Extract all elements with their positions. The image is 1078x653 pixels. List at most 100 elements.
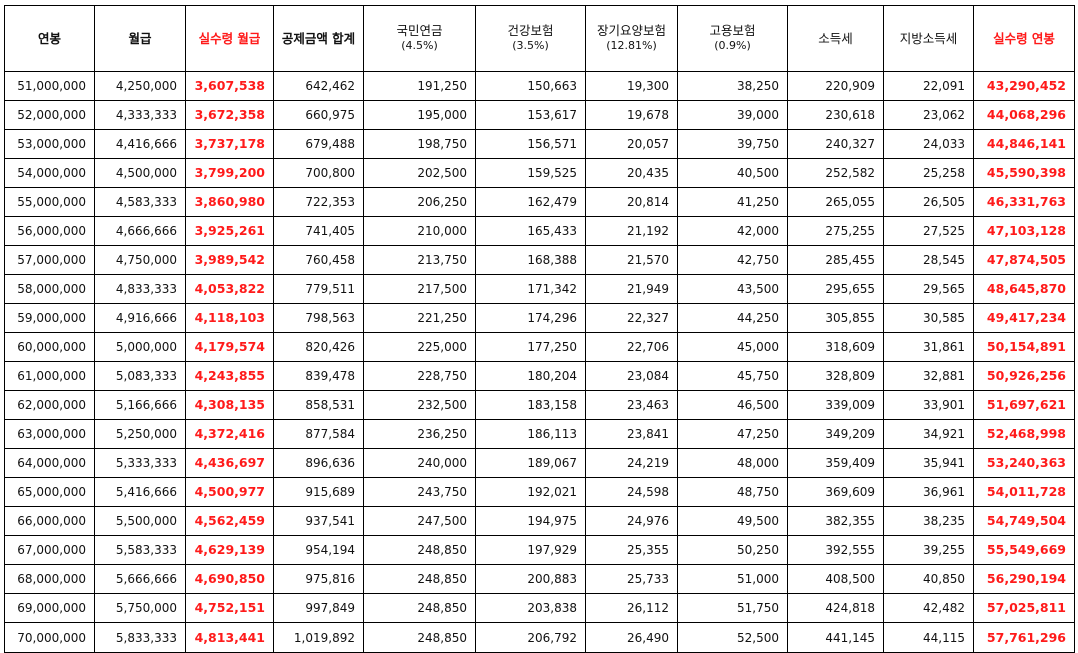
table-cell: 3,799,200 xyxy=(185,158,274,188)
table-cell: 4,690,850 xyxy=(185,564,274,594)
table-cell: 200,883 xyxy=(475,564,586,594)
table-cell: 25,258 xyxy=(883,158,974,188)
table-row: 65,000,000 5,416,666 4,500,977 915,689 243,7… xyxy=(4,477,1075,507)
table-cell: 4,179,574 xyxy=(185,332,274,362)
table-cell: 52,000,000 xyxy=(4,100,95,130)
column-header-label: 실수령 월급 xyxy=(198,30,261,46)
table-cell: 198,750 xyxy=(363,129,476,159)
table-cell: 236,250 xyxy=(363,419,476,449)
table-cell: 31,861 xyxy=(883,332,974,362)
table-cell: 349,209 xyxy=(787,419,884,449)
table-cell: 20,435 xyxy=(585,158,678,188)
table-cell: 27,525 xyxy=(883,216,974,246)
table-cell: 63,000,000 xyxy=(4,419,95,449)
table-cell: 49,417,234 xyxy=(973,303,1075,333)
table-cell: 180,204 xyxy=(475,361,586,391)
table-cell: 4,333,333 xyxy=(94,100,186,130)
table-cell: 722,353 xyxy=(273,187,364,217)
table-cell: 150,663 xyxy=(475,71,586,101)
table-cell: 23,463 xyxy=(585,390,678,420)
table-cell: 32,881 xyxy=(883,361,974,391)
table-cell: 5,416,666 xyxy=(94,477,186,507)
table-cell: 46,331,763 xyxy=(973,187,1075,217)
table-cell: 252,582 xyxy=(787,158,884,188)
table-cell: 25,355 xyxy=(585,535,678,565)
table-cell: 221,250 xyxy=(363,303,476,333)
table-cell: 61,000,000 xyxy=(4,361,95,391)
column-header-label: 소득세 xyxy=(818,30,853,46)
table-cell: 191,250 xyxy=(363,71,476,101)
column-header: 소득세 xyxy=(787,5,884,72)
table-cell: 975,816 xyxy=(273,564,364,594)
table-cell: 51,000 xyxy=(677,564,788,594)
table-cell: 39,255 xyxy=(883,535,974,565)
table-row: 60,000,000 5,000,000 4,179,574 820,426 225,0… xyxy=(4,332,1075,362)
table-cell: 858,531 xyxy=(273,390,364,420)
table-cell: 4,500,977 xyxy=(185,477,274,507)
table-cell: 248,850 xyxy=(363,593,476,623)
table-row: 68,000,000 5,666,666 4,690,850 975,816 248,8… xyxy=(4,564,1075,594)
table-cell: 64,000,000 xyxy=(4,448,95,478)
table-cell: 5,750,000 xyxy=(94,593,186,623)
table-cell: 700,800 xyxy=(273,158,364,188)
table-cell: 174,296 xyxy=(475,303,586,333)
table-cell: 3,607,538 xyxy=(185,71,274,101)
table-cell: 441,145 xyxy=(787,622,884,653)
table-cell: 45,750 xyxy=(677,361,788,391)
table-cell: 22,091 xyxy=(883,71,974,101)
table-cell: 45,000 xyxy=(677,332,788,362)
table-cell: 58,000,000 xyxy=(4,274,95,304)
table-cell: 189,067 xyxy=(475,448,586,478)
table-cell: 70,000,000 xyxy=(4,622,95,653)
table-cell: 46,500 xyxy=(677,390,788,420)
table-cell: 24,598 xyxy=(585,477,678,507)
table-cell: 4,372,416 xyxy=(185,419,274,449)
table-cell: 47,250 xyxy=(677,419,788,449)
table-cell: 53,000,000 xyxy=(4,129,95,159)
table-row: 66,000,000 5,500,000 4,562,459 937,541 247,5… xyxy=(4,506,1075,536)
table-cell: 177,250 xyxy=(475,332,586,362)
table-cell: 21,570 xyxy=(585,245,678,275)
column-header: 연봉 xyxy=(4,5,95,72)
table-cell: 4,629,139 xyxy=(185,535,274,565)
table-cell: 66,000,000 xyxy=(4,506,95,536)
table-body: 51,000,000 4,250,000 3,607,538 642,462 191,2… xyxy=(4,71,1075,653)
table-cell: 5,500,000 xyxy=(94,506,186,536)
table-cell: 59,000,000 xyxy=(4,303,95,333)
table-cell: 4,250,000 xyxy=(94,71,186,101)
column-header: 고용보험 (0.9%) xyxy=(677,5,788,72)
column-header-label: 고용보험 xyxy=(709,23,756,38)
table-cell: 997,849 xyxy=(273,593,364,623)
column-header-label: 월급 xyxy=(128,30,152,46)
column-header: 건강보험 (3.5%) xyxy=(475,5,586,72)
table-cell: 44,068,296 xyxy=(973,100,1075,130)
table-cell: 954,194 xyxy=(273,535,364,565)
table-cell: 52,500 xyxy=(677,622,788,653)
table-cell: 62,000,000 xyxy=(4,390,95,420)
table-cell: 4,750,000 xyxy=(94,245,186,275)
table-cell: 23,062 xyxy=(883,100,974,130)
table-cell: 424,818 xyxy=(787,593,884,623)
table-cell: 51,000,000 xyxy=(4,71,95,101)
table-cell: 168,388 xyxy=(475,245,586,275)
table-cell: 3,860,980 xyxy=(185,187,274,217)
column-header: 공제금액 합계 xyxy=(273,5,364,72)
column-header: 국민연금 (4.5%) xyxy=(363,5,476,72)
table-cell: 25,733 xyxy=(585,564,678,594)
table-cell: 41,250 xyxy=(677,187,788,217)
column-header-label: 장기요양보험 xyxy=(596,23,666,38)
table-cell: 896,636 xyxy=(273,448,364,478)
table-cell: 197,929 xyxy=(475,535,586,565)
table-cell: 339,009 xyxy=(787,390,884,420)
table-cell: 30,585 xyxy=(883,303,974,333)
table-cell: 165,433 xyxy=(475,216,586,246)
table-cell: 642,462 xyxy=(273,71,364,101)
table-cell: 4,813,441 xyxy=(185,622,274,653)
table-cell: 741,405 xyxy=(273,216,364,246)
column-header-label: 국민연금 xyxy=(396,23,443,38)
table-cell: 24,033 xyxy=(883,129,974,159)
table-cell: 42,000 xyxy=(677,216,788,246)
table-cell: 22,706 xyxy=(585,332,678,362)
table-cell: 3,925,261 xyxy=(185,216,274,246)
table-cell: 29,565 xyxy=(883,274,974,304)
